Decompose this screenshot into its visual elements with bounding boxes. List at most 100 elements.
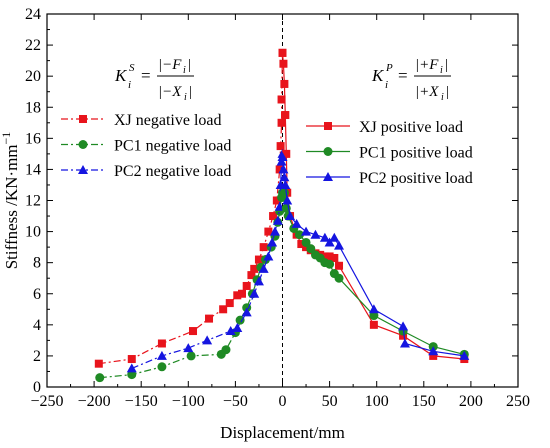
data-point (233, 291, 242, 300)
legend-item: XJ positive load (306, 119, 463, 136)
legend-item: PC1 negative load (61, 138, 231, 155)
formula-superscript: P (385, 62, 393, 74)
formula-numerator-sub: i (183, 65, 186, 76)
data-point (281, 111, 290, 120)
legend-label: PC1 positive load (359, 145, 473, 162)
y-tick-label: 4 (33, 317, 41, 334)
data-point (258, 263, 269, 273)
x-tick-label: 50 (322, 393, 338, 410)
data-point (272, 215, 283, 225)
y-tick-label: 6 (33, 286, 41, 303)
data-point (235, 315, 245, 325)
data-point (282, 149, 291, 158)
data-point (319, 232, 330, 242)
formula-denominator: |−X (158, 84, 182, 100)
x-tick-label: −250 (30, 393, 63, 410)
formula-numerator: |−F (158, 57, 182, 73)
data-point (320, 252, 329, 261)
formula-numerator: |+F (415, 57, 439, 73)
data-point (324, 237, 335, 247)
series-pc2-positive-load (277, 151, 470, 360)
data-point (189, 327, 198, 336)
data-point (285, 211, 296, 221)
data-point (368, 304, 379, 314)
x-axis-label: Displacement/mm (220, 423, 345, 442)
data-point (219, 305, 228, 314)
legend-label: PC2 negative load (114, 163, 231, 180)
data-point (95, 373, 105, 383)
legend-marker (78, 165, 88, 174)
data-point (94, 359, 103, 368)
data-point (259, 243, 268, 252)
legend-item: XJ negative load (61, 112, 222, 129)
data-point (277, 95, 286, 104)
y-tick-label: 14 (25, 161, 41, 178)
data-point (253, 276, 264, 286)
formula-numerator-bar: | (445, 57, 448, 73)
y-tick-label: 20 (25, 68, 41, 85)
data-point (272, 196, 281, 205)
data-point (301, 226, 312, 236)
y-tick-label: 24 (25, 6, 41, 23)
data-point (254, 255, 263, 264)
formula-symbol: K (114, 66, 128, 85)
x-tick-label: −100 (172, 393, 205, 410)
data-point (329, 232, 340, 242)
formula-subscript: i (128, 79, 131, 91)
x-tick-label: 150 (412, 393, 436, 410)
formula-equals: = (141, 66, 151, 85)
data-point (269, 212, 278, 221)
legend-marker (79, 115, 87, 123)
data-point (280, 179, 291, 189)
data-point (205, 314, 214, 323)
series-layer (94, 48, 470, 383)
data-point (156, 350, 167, 360)
data-point (127, 355, 136, 364)
data-point (399, 338, 410, 348)
data-point (157, 362, 167, 372)
data-point (278, 164, 289, 174)
x-tick-label: 200 (459, 393, 483, 410)
data-point (310, 229, 321, 239)
data-point (237, 289, 246, 298)
data-point (186, 351, 196, 361)
data-point (264, 227, 273, 236)
legend-marker (323, 172, 333, 181)
data-point (294, 230, 304, 240)
data-point (302, 243, 311, 252)
data-point (334, 240, 345, 250)
x-tick-label: −200 (78, 393, 111, 410)
formula-denominator-bar: | (446, 84, 449, 100)
data-point (276, 142, 285, 151)
x-tick-label: −150 (125, 393, 158, 410)
data-point (398, 321, 409, 331)
series-line (281, 190, 465, 355)
formula-denominator-bar: | (189, 84, 192, 100)
data-point (428, 346, 439, 356)
y-tick-label: 10 (25, 224, 41, 241)
legend: XJ negative load PC1 negative load PC2 neg… (61, 112, 473, 187)
legend-label: PC2 positive load (359, 170, 473, 187)
data-point (306, 244, 316, 254)
data-point (183, 343, 194, 353)
data-point (277, 151, 288, 161)
data-point (325, 259, 335, 269)
data-point (325, 252, 334, 261)
data-point (279, 59, 288, 68)
data-point (267, 237, 278, 247)
formula-symbol: K (371, 66, 385, 85)
formula-denominator-sub: i (184, 92, 187, 103)
x-tick-label: 0 (279, 393, 287, 410)
data-point (241, 307, 252, 317)
formula-denominator-sub: i (441, 92, 444, 103)
data-point (291, 218, 302, 228)
x-tick-label: 100 (365, 393, 389, 410)
data-point (247, 271, 256, 280)
data-point (225, 326, 236, 336)
data-point (242, 281, 251, 290)
data-point (335, 261, 344, 270)
formula-equals: = (398, 66, 408, 85)
data-point (279, 172, 290, 182)
data-point (330, 254, 339, 263)
